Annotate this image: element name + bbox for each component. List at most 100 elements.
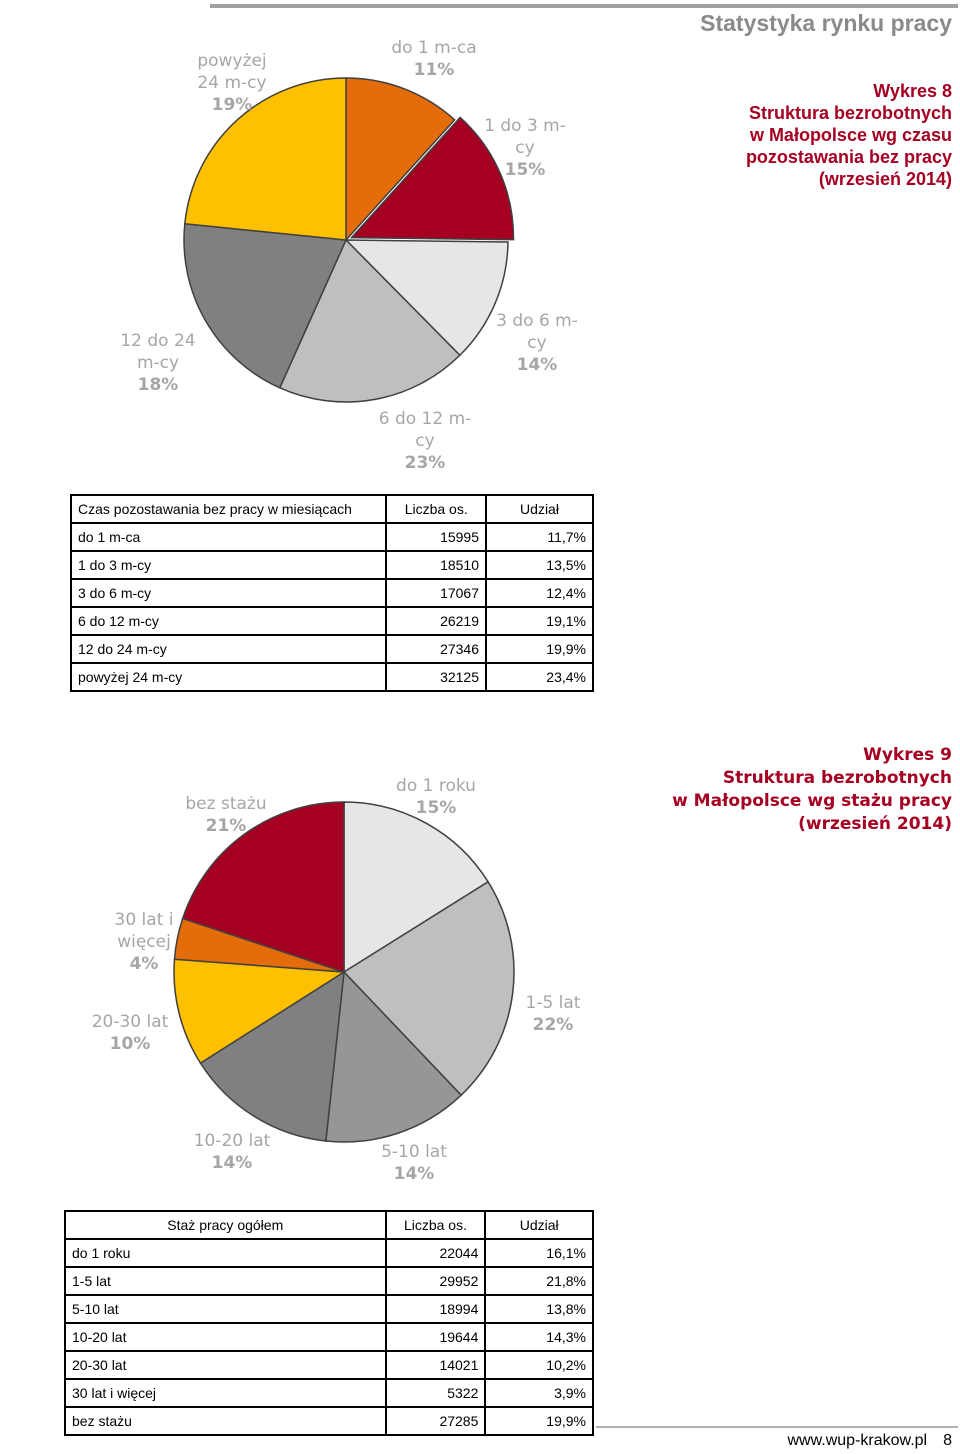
slice-name-label: 24 m-cy: [197, 73, 266, 93]
column-header: Udział: [485, 494, 594, 524]
row-label: 3 do 6 m-cy: [69, 578, 388, 608]
slice-name-label: 5-10 lat: [381, 1142, 447, 1162]
row-share: 19,1%: [485, 606, 594, 636]
row-share: 16,1%: [484, 1238, 594, 1268]
pie-slice: [183, 77, 347, 241]
chart9-caption-line: Struktura bezrobotnych: [722, 768, 952, 788]
table-row: powyżej 24 m-cy 32125 23,4%: [69, 662, 594, 692]
row-share: 19,9%: [485, 634, 594, 664]
chart9-table: Staż pracy ogółem Liczba os. Udział do 1…: [64, 1210, 594, 1436]
slice-percent-label: 22%: [533, 1015, 574, 1035]
slice-percent-label: 15%: [416, 798, 457, 818]
row-count: 14021: [384, 1350, 487, 1380]
chart8-caption-line: w Małopolsce wg czasu: [749, 125, 952, 145]
slice-name-label: do 1 roku: [396, 776, 476, 796]
chart8-caption-line: (wrzesień 2014): [818, 169, 952, 189]
slice-name-label: powyżej: [197, 51, 266, 71]
row-count: 27346: [385, 634, 488, 664]
pie-slice: [173, 958, 347, 1065]
slice-name-label: 3 do 6 m-: [496, 311, 578, 331]
slice-percent-label: 19%: [212, 95, 253, 115]
table-row: 12 do 24 m-cy 27346 19,9%: [69, 634, 594, 664]
pie-slice: [345, 77, 456, 242]
table-header-row: Czas pozostawania bez pracy w miesiącach…: [69, 494, 594, 524]
table-row: 20-30 lat 14021 10,2%: [64, 1350, 594, 1380]
row-label: 12 do 24 m-cy: [69, 634, 388, 664]
table-row: bez stażu 27285 19,9%: [64, 1406, 594, 1436]
slice-name-label: 12 do 24: [120, 331, 195, 351]
chart9-caption-line: (wrzesień 2014): [798, 814, 952, 834]
row-label: 1 do 3 m-cy: [69, 550, 388, 580]
row-count: 18994: [384, 1294, 487, 1324]
slice-percent-label: 23%: [405, 453, 446, 473]
pie-slice: [325, 970, 463, 1143]
slice-name-label: cy: [415, 431, 434, 451]
row-label: 20-30 lat: [64, 1350, 387, 1380]
row-count: 32125: [385, 662, 488, 692]
row-label: powyżej 24 m-cy: [69, 662, 388, 692]
chart8-caption-line: pozostawania bez pracy: [745, 147, 952, 167]
slice-percent-label: 14%: [394, 1164, 435, 1184]
row-share: 19,9%: [484, 1406, 594, 1436]
row-count: 19644: [384, 1322, 487, 1352]
slice-percent-label: 14%: [212, 1153, 253, 1173]
row-count: 29952: [384, 1266, 487, 1296]
row-count: 27285: [384, 1406, 487, 1436]
row-share: 13,8%: [484, 1294, 594, 1324]
footer-site: www.wup-krakow.pl: [787, 1432, 928, 1449]
row-share: 11,7%: [485, 522, 594, 552]
slice-name-label: bez stażu: [185, 794, 266, 814]
slice-percent-label: 10%: [110, 1034, 151, 1054]
row-share: 23,4%: [485, 662, 594, 692]
column-header: Udział: [484, 1210, 594, 1240]
footer-rule: [596, 1426, 958, 1428]
row-label: do 1 roku: [64, 1238, 387, 1268]
footer-page-number: 8: [943, 1432, 952, 1449]
pie-slice: [278, 238, 461, 403]
row-count: 5322: [384, 1378, 487, 1408]
row-share: 13,5%: [485, 550, 594, 580]
chart9-caption-line: Wykres 9: [863, 745, 952, 765]
slice-percent-label: 14%: [517, 355, 558, 375]
row-share: 12,4%: [485, 578, 594, 608]
header-rule: [210, 4, 958, 8]
chart8-caption-line: Wykres 8: [873, 81, 952, 101]
slice-name-label: 1-5 lat: [526, 993, 581, 1013]
chart9-caption: Wykres 9 Struktura bezrobotnych w Małopo…: [672, 744, 952, 836]
slice-name-label: 1 do 3 m-: [484, 116, 566, 136]
row-label: 30 lat i więcej: [64, 1378, 387, 1408]
slice-percent-label: 18%: [138, 375, 179, 395]
page-header-title: Statystyka rynku pracy: [700, 10, 952, 36]
slice-name-label: 6 do 12 m-: [379, 409, 472, 429]
row-count: 26219: [385, 606, 488, 636]
slice-percent-label: 15%: [505, 160, 546, 180]
pie-slice: [183, 222, 348, 389]
pie-slice: [343, 801, 490, 974]
slice-name-label: więcej: [117, 932, 171, 952]
row-label: bez stażu: [64, 1406, 387, 1436]
row-label: do 1 m-ca: [69, 522, 388, 552]
table-row: 3 do 6 m-cy 17067 12,4%: [69, 578, 594, 608]
pie-slice: [342, 880, 515, 1097]
table-row: do 1 roku 22044 16,1%: [64, 1238, 594, 1268]
slice-name-label: cy: [515, 138, 534, 158]
slice-name-label: cy: [527, 333, 546, 353]
slice-percent-label: 21%: [206, 816, 247, 836]
slice-percent-label: 4%: [130, 954, 159, 974]
column-header: Staż pracy ogółem: [64, 1210, 387, 1240]
pie-slice: [344, 239, 509, 357]
row-count: 18510: [385, 550, 488, 580]
table-row: 30 lat i więcej 5322 3,9%: [64, 1378, 594, 1408]
row-share: 10,2%: [484, 1350, 594, 1380]
row-label: 1-5 lat: [64, 1266, 387, 1296]
slice-percent-label: 11%: [414, 60, 455, 80]
column-header: Liczba os.: [385, 494, 488, 524]
slice-name-label: do 1 m-ca: [391, 38, 476, 58]
chart8-caption-line: Struktura bezrobotnych: [748, 103, 952, 123]
chart8-table: Czas pozostawania bez pracy w miesiącach…: [69, 494, 594, 692]
column-header: Liczba os.: [384, 1210, 487, 1240]
pie-slice: [199, 970, 345, 1142]
table-row: 6 do 12 m-cy 26219 19,1%: [69, 606, 594, 636]
